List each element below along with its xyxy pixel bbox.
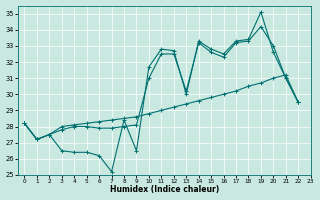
X-axis label: Humidex (Indice chaleur): Humidex (Indice chaleur) bbox=[110, 185, 219, 194]
